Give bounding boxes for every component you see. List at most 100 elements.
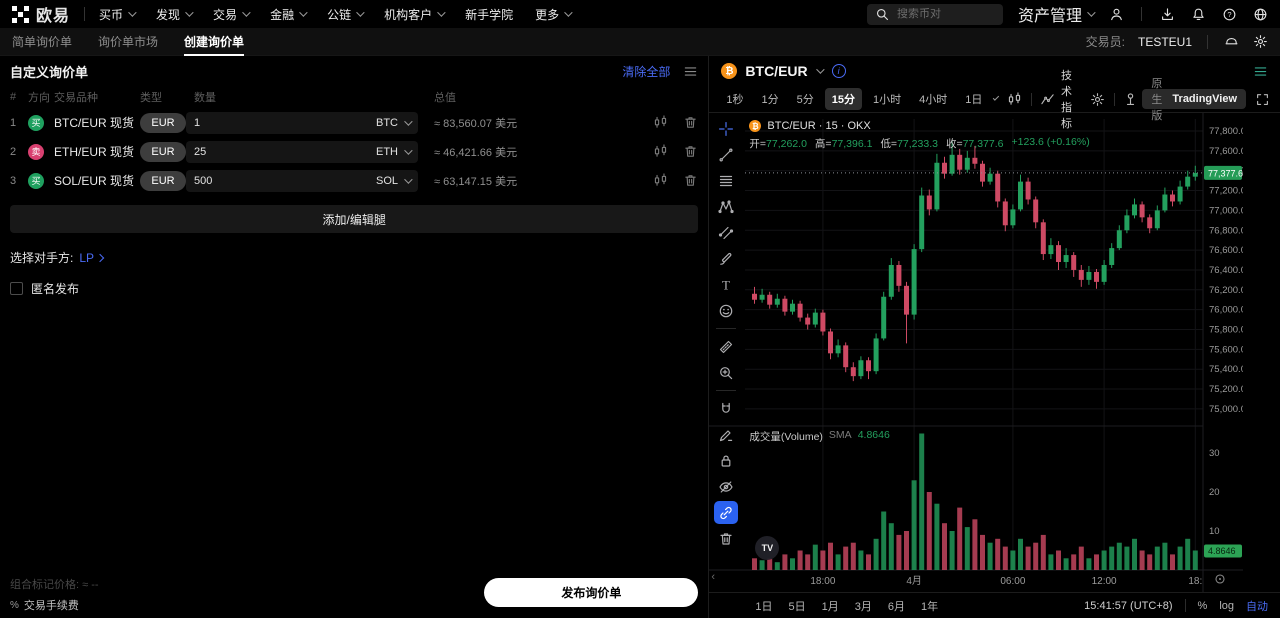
amount-input[interactable] — [186, 140, 346, 163]
svg-text:77,377.6: 77,377.6 — [1208, 168, 1243, 178]
draw-edit-icon[interactable] — [714, 423, 738, 446]
clear-all-link[interactable]: 清除全部 — [622, 64, 671, 79]
range-6mo[interactable]: 6月 — [887, 600, 906, 613]
menu-finance[interactable]: 金融 — [270, 6, 308, 23]
globe-icon[interactable] — [1252, 6, 1268, 22]
tab-rfq-board[interactable]: 询价单市场 — [98, 35, 159, 49]
leg-type-pill[interactable]: EUR — [140, 170, 186, 191]
indicators-icon[interactable] — [1040, 91, 1055, 107]
zoom-in-icon[interactable] — [714, 361, 738, 384]
unit-select[interactable]: BTC — [376, 112, 413, 134]
menu-buy-crypto[interactable]: 买币 — [99, 6, 137, 23]
unit-select[interactable]: SOL — [376, 170, 413, 192]
user-icon[interactable] — [1108, 6, 1124, 22]
list-menu-icon[interactable] — [682, 63, 698, 79]
panel-menu-icon[interactable] — [1252, 63, 1268, 79]
anonymous-checkbox[interactable] — [10, 282, 23, 295]
leg-type-pill[interactable]: EUR — [140, 141, 186, 162]
add-edit-legs-button[interactable]: 添加/编辑腿 — [10, 205, 699, 233]
chevron-down-icon[interactable] — [993, 94, 1000, 101]
assets-menu[interactable]: 资产管理 — [1018, 2, 1096, 26]
clock[interactable]: 15:41:57 (UTC+8) — [1084, 599, 1173, 612]
tf-5m[interactable]: 5分 — [796, 94, 814, 106]
amount-input[interactable] — [186, 111, 346, 134]
menu-more[interactable]: 更多 — [535, 6, 573, 23]
magnet-icon[interactable] — [714, 397, 738, 420]
range-1d[interactable]: 1日 — [755, 600, 773, 613]
goto-latest-icon[interactable] — [1213, 572, 1227, 591]
compare-icon[interactable] — [1123, 91, 1138, 107]
chart-candles-icon[interactable] — [652, 144, 668, 160]
bell-icon[interactable] — [1190, 6, 1206, 22]
fee-label[interactable]: 交易手续费 — [23, 600, 79, 612]
search-box[interactable] — [866, 3, 1003, 25]
okx-logo[interactable]: 欧易 — [12, 2, 70, 26]
link-icon[interactable] — [713, 501, 738, 524]
text-icon[interactable]: T — [714, 273, 738, 296]
percent-scale-button[interactable]: % — [1197, 599, 1208, 612]
candle-style-icon[interactable] — [1007, 91, 1022, 107]
help-icon[interactable]: ? — [1221, 6, 1237, 22]
brush-icon[interactable] — [714, 247, 738, 270]
leg-pair[interactable]: ETH/EUR 现货 — [54, 145, 135, 159]
chart-candles-icon[interactable] — [652, 173, 668, 189]
horizontal-lines-icon[interactable] — [714, 169, 738, 192]
scroll-left-icon[interactable]: ‹ — [711, 571, 716, 583]
download-icon[interactable] — [1159, 6, 1175, 22]
tf-1d[interactable]: 1日 — [965, 94, 983, 106]
amount-input[interactable] — [186, 169, 346, 192]
instrument-select[interactable]: BTC/EUR — [745, 63, 808, 79]
menu-chain[interactable]: 公链 — [327, 6, 365, 23]
leg-index: 1 — [10, 116, 17, 129]
counterparty-select[interactable]: LP — [79, 251, 105, 265]
chevron-down-icon — [299, 8, 308, 17]
xabcd-pattern-icon[interactable] — [714, 195, 738, 218]
unit-select[interactable]: ETH — [376, 141, 413, 163]
trash-icon[interactable] — [714, 527, 738, 550]
tab-simple-rfq[interactable]: 简单询价单 — [12, 35, 73, 49]
candlestick-chart[interactable]: 77,800.077,600.077,400.077,200.077,000.0… — [709, 113, 1244, 592]
log-scale-button[interactable]: log — [1219, 599, 1234, 612]
chart-settings-icon[interactable] — [1090, 91, 1105, 107]
tf-4h[interactable]: 4小时 — [919, 94, 948, 106]
range-5d[interactable]: 5日 — [788, 600, 806, 613]
auto-scale-button[interactable]: 自动 — [1246, 600, 1268, 613]
range-1mo[interactable]: 1月 — [821, 600, 839, 613]
tradingview-watermark[interactable]: TV — [755, 536, 780, 560]
native-version-button[interactable]: 原生版 — [1151, 78, 1163, 122]
tab-create-rfq[interactable]: 创建询价单 — [184, 28, 245, 56]
menu-institutional[interactable]: 机构客户 — [384, 6, 446, 23]
tf-1m[interactable]: 1分 — [761, 94, 779, 106]
menu-academy[interactable]: 新手学院 — [465, 7, 514, 22]
settings-gear-icon[interactable] — [1252, 34, 1268, 50]
ruler-icon[interactable] — [714, 335, 738, 358]
lock-icon[interactable] — [714, 449, 738, 472]
delete-leg-icon[interactable] — [682, 173, 698, 189]
chevron-down-icon[interactable] — [815, 65, 825, 74]
range-1y[interactable]: 1年 — [921, 600, 939, 613]
emoji-icon[interactable] — [714, 299, 738, 322]
leg-type-pill[interactable]: EUR — [140, 112, 186, 133]
tf-1s[interactable]: 1秒 — [726, 94, 744, 106]
eye-hide-icon[interactable] — [714, 475, 738, 498]
search-input[interactable] — [896, 8, 995, 20]
delete-leg-icon[interactable] — [682, 115, 698, 131]
publish-rfq-button[interactable]: 发布询价单 — [484, 578, 699, 607]
leg-pair[interactable]: BTC/EUR 现货 — [54, 116, 135, 130]
info-icon[interactable]: i — [831, 64, 846, 78]
tradingview-version-button[interactable]: TradingView — [1172, 93, 1238, 105]
range-3mo[interactable]: 3月 — [854, 600, 872, 613]
menu-trade[interactable]: 交易 — [213, 6, 251, 23]
chart-candles-icon[interactable] — [652, 115, 668, 131]
fullscreen-icon[interactable] — [1255, 91, 1270, 107]
trend-line-icon[interactable] — [714, 143, 738, 166]
leg-pair[interactable]: SOL/EUR 现货 — [54, 174, 135, 188]
projection-icon[interactable] — [714, 221, 738, 244]
menu-discover[interactable]: 发现 — [156, 6, 194, 23]
indicators-button[interactable]: 技术指标 — [1061, 70, 1072, 130]
delete-leg-icon[interactable] — [682, 144, 698, 160]
crosshair-icon[interactable] — [714, 117, 738, 140]
trader-hat-icon[interactable] — [1223, 34, 1239, 50]
tf-1h[interactable]: 1小时 — [873, 94, 902, 106]
tf-15m[interactable]: 15分 — [824, 88, 863, 110]
